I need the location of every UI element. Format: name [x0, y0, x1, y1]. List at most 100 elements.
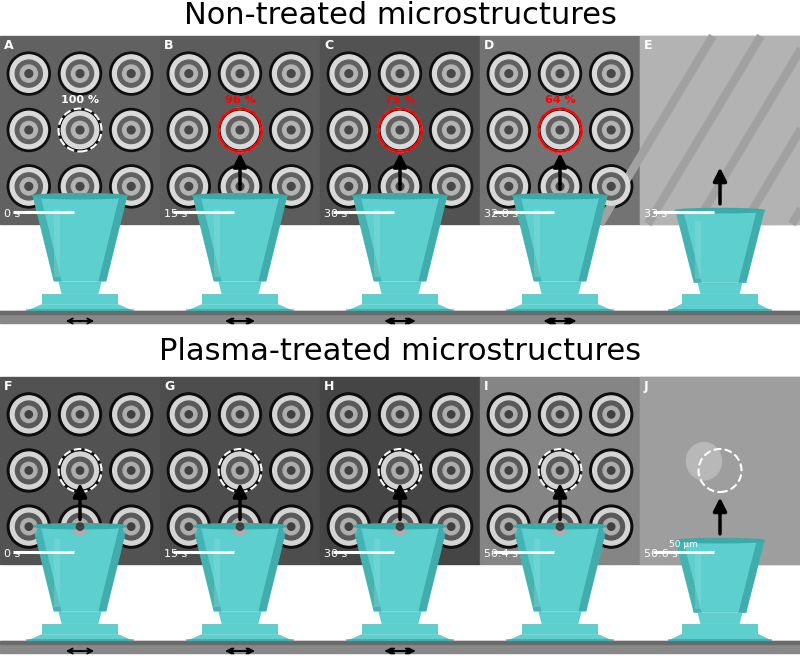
Circle shape — [327, 52, 370, 95]
Circle shape — [443, 462, 459, 479]
Circle shape — [607, 126, 615, 134]
Circle shape — [386, 401, 414, 428]
Polygon shape — [218, 282, 262, 294]
Polygon shape — [534, 209, 540, 277]
Circle shape — [552, 407, 568, 422]
Circle shape — [603, 407, 619, 422]
Polygon shape — [202, 294, 278, 304]
Text: H: H — [324, 380, 334, 393]
Circle shape — [10, 396, 47, 433]
Circle shape — [218, 108, 262, 151]
Circle shape — [341, 518, 357, 535]
Circle shape — [222, 111, 258, 149]
Bar — [160, 377, 320, 564]
Circle shape — [542, 55, 578, 93]
Circle shape — [20, 178, 38, 195]
Circle shape — [110, 52, 153, 95]
Circle shape — [175, 60, 202, 87]
Circle shape — [10, 55, 47, 93]
Circle shape — [15, 173, 42, 200]
Text: 30 s: 30 s — [324, 209, 347, 219]
Circle shape — [218, 165, 262, 208]
Circle shape — [273, 452, 310, 489]
Polygon shape — [33, 196, 62, 282]
Polygon shape — [534, 539, 540, 607]
Circle shape — [10, 452, 47, 489]
Circle shape — [345, 523, 353, 530]
Circle shape — [222, 508, 258, 545]
Circle shape — [433, 508, 470, 545]
Circle shape — [590, 449, 633, 492]
Text: 33 s: 33 s — [644, 209, 667, 219]
Circle shape — [345, 69, 353, 77]
Polygon shape — [513, 526, 607, 611]
Circle shape — [21, 407, 37, 422]
Polygon shape — [522, 294, 598, 304]
Circle shape — [20, 122, 38, 139]
Circle shape — [66, 457, 94, 484]
Polygon shape — [186, 309, 294, 311]
Circle shape — [123, 462, 139, 479]
Circle shape — [607, 523, 615, 530]
Text: I: I — [484, 380, 489, 393]
Circle shape — [593, 168, 630, 205]
Circle shape — [505, 410, 513, 418]
Text: D: D — [484, 39, 494, 52]
Polygon shape — [58, 282, 102, 294]
Ellipse shape — [513, 524, 607, 529]
Ellipse shape — [193, 524, 287, 529]
Circle shape — [433, 168, 470, 205]
Circle shape — [546, 60, 574, 87]
Circle shape — [607, 182, 615, 190]
Circle shape — [185, 410, 193, 418]
Circle shape — [430, 393, 473, 436]
Circle shape — [335, 116, 362, 143]
Circle shape — [330, 168, 367, 205]
Circle shape — [110, 108, 153, 151]
Circle shape — [180, 178, 198, 195]
Polygon shape — [675, 211, 765, 283]
Circle shape — [66, 60, 94, 87]
Circle shape — [396, 410, 404, 418]
Circle shape — [607, 69, 615, 77]
Circle shape — [278, 60, 305, 87]
Circle shape — [15, 401, 42, 428]
Circle shape — [122, 65, 140, 82]
Circle shape — [62, 508, 98, 545]
Polygon shape — [258, 526, 287, 611]
Circle shape — [487, 393, 530, 436]
Circle shape — [542, 111, 578, 149]
Text: 64 %: 64 % — [545, 95, 575, 106]
Circle shape — [501, 407, 517, 422]
Circle shape — [218, 449, 262, 492]
Polygon shape — [202, 624, 278, 634]
Circle shape — [25, 126, 33, 134]
Polygon shape — [258, 196, 287, 282]
Circle shape — [167, 393, 210, 436]
Ellipse shape — [675, 208, 765, 213]
Circle shape — [287, 182, 295, 190]
Circle shape — [386, 514, 414, 540]
Circle shape — [396, 126, 404, 134]
Polygon shape — [506, 634, 614, 641]
Circle shape — [218, 505, 262, 548]
Circle shape — [15, 60, 42, 87]
Circle shape — [433, 111, 470, 149]
Circle shape — [270, 165, 313, 208]
Circle shape — [76, 467, 84, 474]
Bar — [0, 641, 800, 653]
Circle shape — [118, 401, 145, 428]
Circle shape — [175, 457, 202, 484]
Polygon shape — [513, 196, 607, 282]
Circle shape — [487, 165, 530, 208]
Circle shape — [113, 508, 150, 545]
Circle shape — [236, 69, 244, 77]
Circle shape — [505, 69, 513, 77]
Circle shape — [495, 514, 522, 540]
Circle shape — [392, 407, 408, 422]
Circle shape — [335, 457, 362, 484]
Circle shape — [546, 401, 574, 428]
Circle shape — [396, 523, 404, 530]
Circle shape — [273, 396, 310, 433]
Circle shape — [62, 452, 98, 489]
